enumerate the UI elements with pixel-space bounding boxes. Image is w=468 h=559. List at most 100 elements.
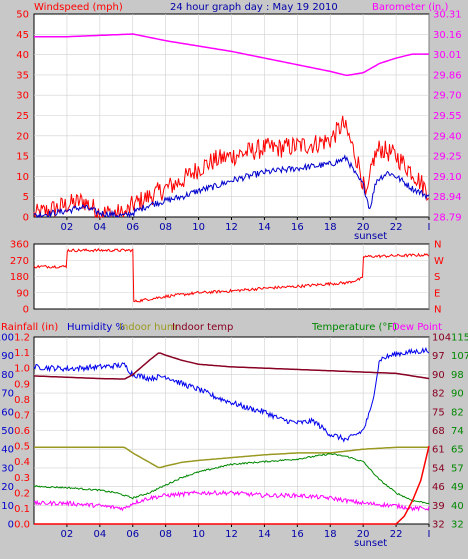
humidity-axis: 0 10 20 30 40 50 60 70 80 90 100 [0, 333, 14, 531]
wind-x-label: 12 [225, 222, 238, 233]
rainfall-tick-label: 1.1 [14, 348, 30, 359]
wind-series [33, 33, 430, 219]
direction-compass-label: N [434, 305, 441, 316]
barometer-tick-label: 29.40 [433, 131, 462, 142]
chart-title: 24 hour graph day : May 19 2010 [170, 2, 338, 13]
barometer-tick-label: 28.79 [433, 213, 462, 224]
humidity-label: Humidity % [67, 322, 125, 333]
wind-x-label: 10 [192, 222, 205, 233]
humidity-tick-label: 10 [1, 501, 14, 512]
direction-compass-label: N [434, 240, 441, 251]
temperature-axis-outer: 32 39 46 54 61 68 75 82 90 97 104 [432, 333, 451, 531]
rainfall-axis: 0.0 0.1 0.2 0.3 0.4 0.5 0.6 0.7 0.8 0.9 1.0 1.1 1.2 [14, 333, 30, 531]
rainfall-tick-label: 0.9 [14, 379, 30, 390]
humidity-tick-label: 90 [1, 351, 14, 362]
windspeed-tick-label: 15 [16, 152, 29, 163]
barometer-axis: 28.79 28.94 29.10 29.25 29.40 29.55 29.70 29.86… [433, 10, 462, 224]
humidity-tick-label: 0 [8, 520, 14, 531]
temp-x-label: 12 [225, 529, 238, 540]
direction-degree-label: 270 [10, 256, 29, 267]
temperature-outer-tick-label: 75 [432, 407, 445, 418]
temperature-inner-tick-label: 107 [451, 351, 468, 362]
temp-x-label: 18 [324, 529, 337, 540]
temp-x-label: 06 [126, 529, 139, 540]
barometer-tick-label: 29.10 [433, 172, 462, 183]
wind-x-label: 22 [390, 222, 403, 233]
temperature-outer-tick-label: 32 [432, 520, 445, 531]
rainfall-tick-label: 0.2 [14, 488, 30, 499]
temperature-outer-tick-label: 97 [432, 351, 445, 362]
humidity-tick-label: 80 [1, 370, 14, 381]
wind-x-label: 14 [258, 222, 271, 233]
temperature-outer-tick-label: 104 [432, 333, 451, 344]
temp-x-label: 08 [159, 529, 172, 540]
wind-x-label: 16 [291, 222, 304, 233]
temperature-inner-tick-label: 49 [451, 482, 464, 493]
temp-grid [34, 337, 430, 524]
temperature-inner-tick-label: 32 [451, 520, 464, 531]
windspeed-tick-label: 0 [23, 213, 29, 224]
rainfall-tick-label: 1.0 [14, 364, 30, 375]
temperature-inner-tick-label: 65 [451, 445, 464, 456]
rainfall-tick-label: 0.4 [14, 457, 30, 468]
rainfall-tick-label: 0.7 [14, 410, 30, 421]
dew-point-line [33, 489, 430, 512]
temperature-axis-inner: 32 40 49 57 65 74 82 90 98 107 115 [451, 333, 468, 531]
temperature-inner-tick-label: 57 [451, 463, 464, 474]
humidity-tick-label: 100 [0, 333, 14, 344]
windspeed-tick-label: 20 [16, 131, 29, 142]
direction-degree-label: 180 [10, 272, 29, 283]
humidity-tick-label: 40 [1, 445, 14, 456]
indoor-temp-line [34, 352, 430, 380]
temperature-inner-tick-label: 74 [451, 426, 464, 437]
barometer-tick-label: 30.16 [433, 30, 462, 41]
temp-x-label: 14 [258, 529, 271, 540]
temp-panel: Rainfall (in) Humidity % Indoor hum Indo… [0, 322, 468, 549]
sunset-label-3: sunset [354, 538, 387, 549]
temp-x-label: I [428, 529, 431, 540]
windspeed-tick-label: 50 [16, 10, 29, 21]
rainfall-tick-label: 0.6 [14, 426, 30, 437]
rainfall-tick-label: 0.3 [14, 473, 30, 484]
humidity--line [33, 346, 430, 443]
dew-point-label: Dew Point [392, 322, 442, 333]
direction-degree-label: 90 [16, 288, 29, 299]
rainfall-tick-label: 0.0 [14, 520, 30, 531]
direction-compass-label: E [434, 288, 440, 299]
wind-avg-line [33, 154, 430, 219]
barometer-tick-label: 29.55 [433, 111, 462, 122]
direction-degree-axis: 0 90 180 270 360 [10, 240, 29, 316]
wind-panel: Windspeed (mph) 24 hour graph day : May … [16, 2, 461, 242]
windspeed-tick-label: 45 [16, 30, 29, 41]
rainfall-in--line [34, 445, 430, 525]
temperature-outer-tick-label: 46 [432, 482, 445, 493]
wind-x-label: 04 [93, 222, 106, 233]
humidity-tick-label: 70 [1, 389, 14, 400]
windspeed-tick-label: 35 [16, 70, 29, 81]
temperature-outer-tick-label: 82 [432, 389, 445, 400]
humidity-tick-label: 60 [1, 407, 14, 418]
temp-x-label: 20 [357, 529, 370, 540]
humidity-tick-label: 20 [1, 482, 14, 493]
humidity-tick-label: 50 [1, 426, 14, 437]
temp-x-label: 22 [390, 529, 403, 540]
temperature-outer-tick-label: 90 [432, 370, 445, 381]
indoor-temp-label: Indoor temp [172, 322, 233, 333]
windspeed-tick-label: 30 [16, 91, 29, 102]
wind-x-label: 18 [324, 222, 337, 233]
wind-x-label: 06 [126, 222, 139, 233]
temperature-inner-tick-label: 115 [451, 333, 468, 344]
windspeed-tick-label: 10 [16, 172, 29, 183]
temp-x-axis: 02 04 06 08 10 12 14 16 18 20 22 I [61, 524, 431, 540]
direction-compass-label: W [434, 256, 444, 267]
barometer-tick-label: 29.25 [433, 152, 462, 163]
temp-series [33, 346, 430, 525]
barometer-tick-label: 30.01 [433, 50, 462, 61]
direction-series [33, 248, 430, 303]
windspeed-tick-label: 5 [23, 192, 29, 203]
sunset-label-1: sunset [354, 231, 387, 242]
temperature-inner-tick-label: 90 [451, 389, 464, 400]
